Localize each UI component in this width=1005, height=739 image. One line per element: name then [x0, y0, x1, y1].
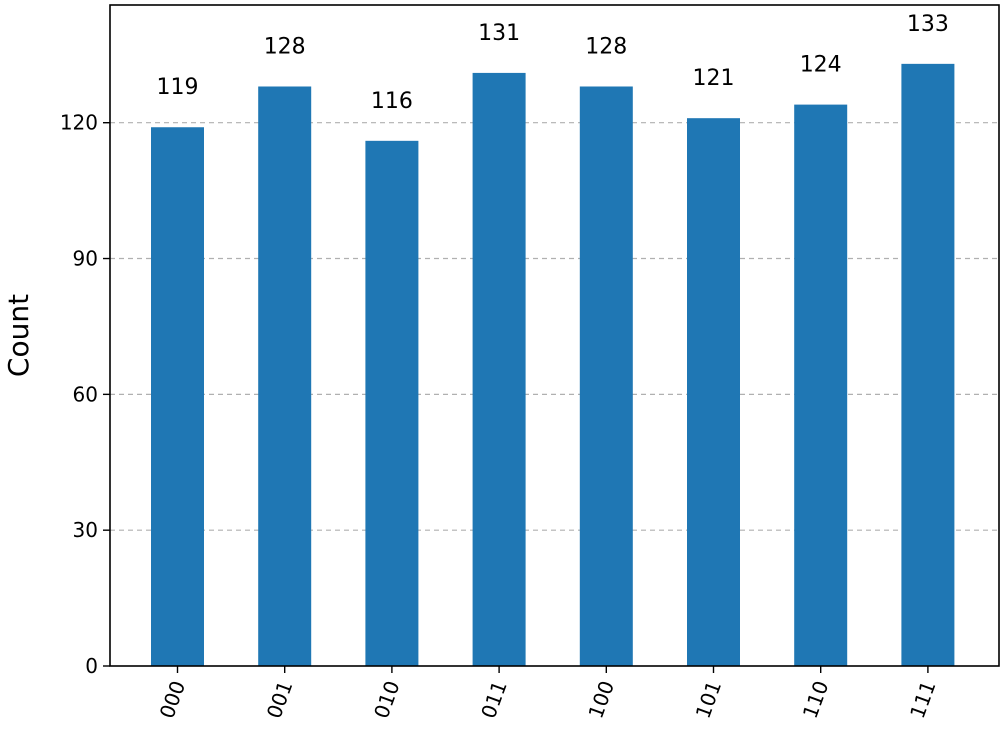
bar-100 — [579, 86, 633, 666]
bar-value-label: 133 — [907, 12, 949, 37]
x-tick-label: 001 — [262, 678, 298, 722]
y-tick-label: 60 — [73, 382, 98, 406]
x-tick-label: 011 — [476, 678, 512, 722]
plot-frame — [109, 4, 1000, 667]
bar-110 — [794, 104, 848, 667]
bar-value-label: 119 — [157, 75, 199, 100]
bar-010 — [365, 140, 419, 667]
bar-value-labels: 119 128 116 131 128 121 124 133 — [157, 12, 949, 114]
y-tick-label: 30 — [73, 518, 98, 542]
bar-001 — [258, 86, 312, 666]
bar-101 — [687, 118, 740, 666]
x-tick-label: 110 — [798, 678, 834, 722]
bar-value-label: 128 — [585, 34, 627, 59]
x-tick-label: 010 — [369, 678, 405, 722]
y-axis-ticks: 0 30 60 90 120 — [60, 111, 110, 678]
bar-value-label: 116 — [371, 89, 413, 114]
x-tick-label: 111 — [905, 678, 941, 722]
y-tick-label: 90 — [73, 247, 98, 271]
y-tick-label: 0 — [85, 654, 98, 678]
bar-value-label: 121 — [693, 66, 735, 91]
y-tick-label: 120 — [60, 111, 98, 135]
x-tick-label: 100 — [583, 678, 619, 722]
x-axis-ticks: 000 001 010 011 100 101 110 111 — [155, 666, 941, 722]
bar-value-label: 131 — [478, 21, 520, 46]
bar-value-label: 124 — [800, 53, 842, 78]
bar-value-label: 128 — [264, 34, 306, 59]
bars — [151, 63, 955, 667]
grid-lines — [110, 122, 999, 531]
bar-011 — [472, 72, 526, 667]
bar-111 — [901, 63, 955, 667]
x-tick-label: 000 — [155, 678, 191, 722]
x-tick-label: 101 — [691, 678, 727, 722]
y-axis-label: Count — [2, 294, 35, 377]
bar-000 — [151, 127, 204, 666]
